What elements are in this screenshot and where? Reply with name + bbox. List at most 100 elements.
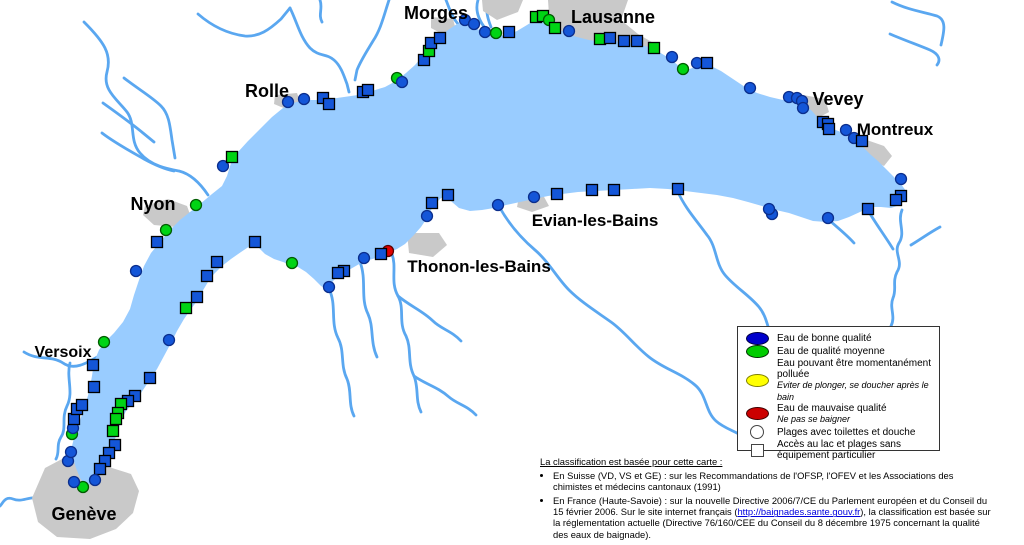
bathing-site-marker-good-circle[interactable]: [129, 264, 143, 278]
bathing-site-marker-good-circle[interactable]: [297, 92, 311, 106]
bathing-site-marker-good-circle[interactable]: [64, 445, 78, 459]
city-label-vevey: Vevey: [812, 89, 863, 109]
bathing-site-marker-good-circle[interactable]: [796, 101, 810, 115]
bathing-site-marker-good-square[interactable]: [671, 182, 685, 196]
bathing-site-marker-good-square[interactable]: [617, 34, 631, 48]
legend-label: Eau de qualité moyenne: [777, 345, 885, 357]
yellow-ellipse-icon: [744, 373, 770, 387]
bathing-site-marker-good-square[interactable]: [331, 266, 345, 280]
footnote-bullet-switzerland: En Suisse (VD, VS et GE) : sur les Recom…: [553, 470, 992, 492]
legend-label: Accès au lac et plages sans équipement p…: [777, 439, 901, 462]
bathing-site-marker-good-circle[interactable]: [322, 280, 336, 294]
bathing-site-marker-medium-square[interactable]: [593, 32, 607, 46]
bathing-site-marker-good-square[interactable]: [550, 187, 564, 201]
legend-label: Eau de mauvaise qualité Ne pas se baigne…: [777, 403, 887, 425]
bathing-site-marker-good-circle[interactable]: [491, 198, 505, 212]
bathing-site-marker-good-circle[interactable]: [162, 333, 176, 347]
urban-geneve: [32, 456, 139, 539]
bathing-site-marker-good-circle[interactable]: [467, 17, 481, 31]
bathing-site-marker-good-circle[interactable]: [821, 211, 835, 225]
bathing-site-marker-medium-square[interactable]: [179, 301, 193, 315]
bathing-site-marker-medium-square[interactable]: [106, 424, 120, 438]
bathing-site-marker-medium-circle[interactable]: [285, 256, 299, 270]
legend-item-bad: Eau de mauvaise qualité Ne pas se baigne…: [744, 403, 933, 425]
bathing-site-marker-good-circle[interactable]: [88, 473, 102, 487]
bathing-site-marker-good-circle[interactable]: [690, 56, 704, 70]
bathing-site-marker-good-square[interactable]: [630, 34, 644, 48]
bathing-site-marker-good-circle[interactable]: [395, 75, 409, 89]
bathing-site-marker-good-square[interactable]: [585, 183, 599, 197]
bathing-site-marker-good-square[interactable]: [855, 134, 869, 148]
bathing-site-marker-good-square[interactable]: [75, 398, 89, 412]
circle-outline-icon: [744, 425, 770, 440]
city-labels: Morges Lausanne Rolle Nyon Vevey Montreux Evia…: [35, 3, 934, 524]
city-label-thonon-les-bains: Thonon-les-Bains: [407, 257, 551, 276]
city-label-montreux: Montreux: [857, 120, 934, 139]
bathing-site-marker-good-square[interactable]: [607, 183, 621, 197]
bathing-site-marker-medium-square[interactable]: [647, 41, 661, 55]
footnote: La classification est basée pour cette c…: [540, 456, 992, 543]
legend: Eau de bonne qualité Eau de qualité moye…: [737, 326, 940, 461]
bathing-site-marker-medium-circle[interactable]: [489, 26, 503, 40]
bathing-site-marker-good-square[interactable]: [361, 83, 375, 97]
legend-label: Eau de bonne qualité: [777, 332, 872, 344]
bathing-site-marker-medium-circle[interactable]: [159, 223, 173, 237]
bathing-site-marker-good-square[interactable]: [603, 31, 617, 45]
rivers: [0, 0, 946, 508]
bathing-site-marker-good-circle[interactable]: [478, 25, 492, 39]
bathing-site-marker-medium-square[interactable]: [225, 150, 239, 164]
bathing-site-marker-good-square[interactable]: [87, 380, 101, 394]
legend-item-medium: Eau de qualité moyenne: [744, 345, 933, 358]
legend-label-main: Eau de mauvaise qualité: [777, 402, 887, 414]
bathing-site-marker-good-square[interactable]: [93, 462, 107, 476]
bathing-site-marker-medium-circle[interactable]: [97, 335, 111, 349]
footnote-title: La classification est basée pour cette c…: [540, 456, 723, 467]
bathing-site-marker-good-circle[interactable]: [67, 475, 81, 489]
city-label-rolle: Rolle: [245, 81, 289, 101]
bathing-site-marker-good-square[interactable]: [822, 122, 836, 136]
bathing-site-marker-good-square[interactable]: [210, 255, 224, 269]
bathing-site-marker-medium-square[interactable]: [548, 21, 562, 35]
green-ellipse-icon: [744, 345, 770, 358]
legend-item-equipped-beach: Plages avec toilettes et douche: [744, 425, 933, 440]
legend-item-good: Eau de bonne qualité: [744, 332, 933, 345]
bathing-site-marker-medium-circle[interactable]: [189, 198, 203, 212]
bathing-site-marker-good-square[interactable]: [86, 358, 100, 372]
bathing-site-marker-good-circle[interactable]: [562, 24, 576, 38]
bathing-site-marker-good-circle[interactable]: [762, 202, 776, 216]
bathing-site-marker-good-square[interactable]: [190, 290, 204, 304]
baignades-sante-link[interactable]: http://baignades.sante.gouv.fr: [737, 506, 861, 518]
bathing-site-marker-good-square[interactable]: [425, 196, 439, 210]
bathing-site-marker-good-circle[interactable]: [420, 209, 434, 223]
bathing-site-marker-good-square[interactable]: [889, 193, 903, 207]
legend-label-sub: Eviter de plonger, se doucher après le b…: [777, 380, 929, 402]
city-label-nyon: Nyon: [131, 194, 176, 214]
bathing-site-marker-good-circle[interactable]: [743, 81, 757, 95]
bathing-site-marker-good-square[interactable]: [150, 235, 164, 249]
bathing-site-marker-good-square[interactable]: [143, 371, 157, 385]
bathing-site-marker-good-circle[interactable]: [839, 123, 853, 137]
bathing-site-marker-good-circle[interactable]: [216, 159, 230, 173]
bathing-site-marker-good-square[interactable]: [861, 202, 875, 216]
city-label-versoix: Versoix: [35, 344, 92, 361]
bathing-site-marker-good-circle[interactable]: [357, 251, 371, 265]
bathing-site-marker-good-square[interactable]: [248, 235, 262, 249]
footnote-list: En Suisse (VD, VS et GE) : sur les Recom…: [540, 470, 992, 540]
bathing-site-marker-good-square[interactable]: [502, 25, 516, 39]
bathing-site-marker-medium-square[interactable]: [109, 412, 123, 426]
bathing-site-marker-good-square[interactable]: [200, 269, 214, 283]
bathing-site-marker-good-square[interactable]: [433, 31, 447, 45]
bathing-site-marker-medium-circle[interactable]: [676, 62, 690, 76]
urban-nyon: [143, 199, 191, 227]
bathing-site-marker-good-square[interactable]: [374, 247, 388, 261]
bathing-site-marker-good-circle[interactable]: [894, 172, 908, 186]
city-label-lausanne: Lausanne: [571, 7, 655, 27]
bathing-site-marker-good-circle[interactable]: [281, 95, 295, 109]
bathing-site-marker-good-circle[interactable]: [527, 190, 541, 204]
bathing-site-marker-good-square[interactable]: [700, 56, 714, 70]
bathing-site-marker-good-square[interactable]: [441, 188, 455, 202]
legend-item-warning: Eau pouvant être momentanément polluée E…: [744, 358, 933, 403]
bathing-site-marker-good-square[interactable]: [322, 97, 336, 111]
footnote-france-post: ), la classification est basée sur la ré…: [553, 506, 991, 540]
bathing-site-marker-good-circle[interactable]: [665, 50, 679, 64]
